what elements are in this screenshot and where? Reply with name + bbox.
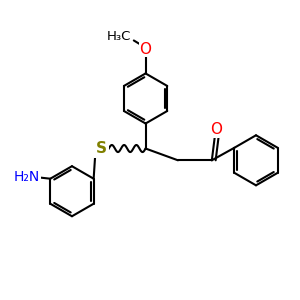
Text: H₃C: H₃C: [107, 30, 131, 43]
Text: O: O: [140, 41, 152, 56]
Text: S: S: [96, 141, 107, 156]
Text: H₂N: H₂N: [14, 170, 40, 184]
Text: O: O: [210, 122, 222, 137]
